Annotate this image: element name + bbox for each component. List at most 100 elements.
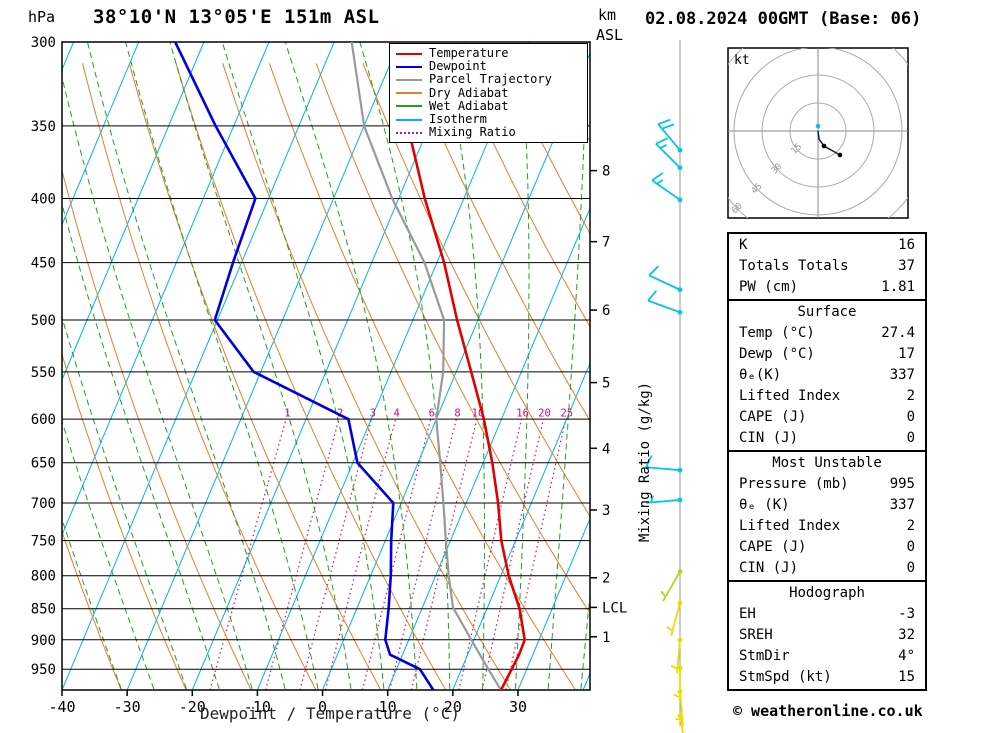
stats-value: 337 xyxy=(889,497,915,513)
pressure-tick-label: 850 xyxy=(31,602,56,618)
stats-value: 995 xyxy=(889,476,915,492)
altitude-tick-label: 7 xyxy=(602,235,610,251)
stats-value: 337 xyxy=(889,367,915,383)
stats-row: CAPE (J) 0 xyxy=(729,407,925,428)
legend-label: Mixing Ratio xyxy=(429,125,516,140)
pressure-tick-label: 400 xyxy=(31,192,56,208)
stats-label: Lifted Index xyxy=(739,518,841,534)
stats-row: K 16 xyxy=(729,235,925,256)
station-title: 38°10'N 13°05'E 151m ASL xyxy=(93,6,380,28)
stats-value: 4° xyxy=(898,648,915,664)
copyright-link[interactable]: © weatheronline.co.uk xyxy=(733,702,923,720)
stats-section: Most Unstable Pressure (mb) 995 θₑ (K) 337 Li… xyxy=(729,450,925,580)
pressure-tick-label: 500 xyxy=(31,313,56,329)
mixing-ratio-value-label: 1 xyxy=(284,408,290,420)
hodograph-point xyxy=(837,152,843,158)
altitude-tick-label: 8 xyxy=(602,164,610,180)
stats-label: StmSpd (kt) xyxy=(739,669,832,685)
lcl-label: LCL xyxy=(602,600,627,616)
mixing-ratio-value-label: 2 xyxy=(337,408,343,420)
isotherm-lines xyxy=(62,42,590,690)
pressure-tick-label: 950 xyxy=(31,662,56,678)
altitude-tick-label: 1 xyxy=(602,630,610,646)
stats-label: Temp (°C) xyxy=(739,325,815,341)
stats-row: Dewp (°C) 17 xyxy=(729,344,925,365)
stats-row: Pressure (mb) 995 xyxy=(729,474,925,495)
wind-barb xyxy=(647,290,683,315)
stats-label: Totals Totals xyxy=(739,258,849,274)
temperature-tick-label: 10 xyxy=(379,698,397,716)
wind-barb xyxy=(645,455,683,473)
wind-barb xyxy=(651,172,683,203)
stats-row: θₑ (K) 337 xyxy=(729,495,925,516)
stats-label: EH xyxy=(739,606,756,622)
pressure-axis-unit: hPa xyxy=(28,8,56,26)
stats-label: Lifted Index xyxy=(739,388,841,404)
stats-value: 1.81 xyxy=(881,279,915,295)
parcel-trajectory-line xyxy=(350,42,502,690)
altitude-tick-label: 6 xyxy=(602,303,610,319)
stats-label: StmDir xyxy=(739,648,790,664)
wind-barb xyxy=(660,569,683,602)
wind-barb-column xyxy=(645,40,684,733)
mixing-ratio-value-label: 4 xyxy=(394,408,400,420)
pressure-tick-label: 800 xyxy=(31,569,56,585)
altitude-tick-label: 4 xyxy=(602,441,610,457)
stats-row: Lifted Index 2 xyxy=(729,516,925,537)
temperature-line xyxy=(388,42,526,690)
altitude-axis-unit-asl: ASL xyxy=(596,26,624,44)
altitude-axis-unit-km: km xyxy=(598,6,617,24)
stats-row: Totals Totals 37 xyxy=(729,256,925,277)
stats-value: 0 xyxy=(906,430,915,446)
legend-label: Parcel Trajectory xyxy=(429,72,552,87)
stats-row: StmDir 4° xyxy=(729,646,925,667)
stats-label: CAPE (J) xyxy=(739,409,807,425)
legend-item: Mixing Ratio xyxy=(396,126,581,139)
datetime-label: 02.08.2024 00GMT (Base: 06) xyxy=(645,9,922,29)
wind-barb xyxy=(646,495,683,504)
stats-section: K 16 Totals Totals 37 PW (cm) 1.81 xyxy=(729,234,925,299)
hodograph-point xyxy=(821,143,827,149)
hodograph-ring xyxy=(789,102,847,160)
pressure-tick-label: 900 xyxy=(31,633,56,649)
legend-label: Temperature xyxy=(429,46,509,60)
pressure-tick-label: 300 xyxy=(31,35,56,51)
legend-swatch-line xyxy=(396,92,422,95)
mixing-ratio-value-label: 25 xyxy=(560,408,573,420)
mixing-ratio-value-label: 20 xyxy=(538,408,551,420)
stats-section: Surface Temp (°C) 27.4 Dewp (°C) 17 θₑ(K) 337 L… xyxy=(729,299,925,450)
mixing-ratio-value-label: 3 xyxy=(370,408,376,420)
mixing-ratio-axis-label: Mixing Ratio (g/kg) xyxy=(637,381,653,543)
legend-swatch-line xyxy=(396,105,422,108)
legend-swatch-line xyxy=(396,118,422,121)
temperature-tick-label: -10 xyxy=(244,698,271,716)
stats-row: SREH 32 xyxy=(729,625,925,646)
dewpoint-line xyxy=(174,42,435,690)
stats-value: 17 xyxy=(898,346,915,362)
legend-item: Wet Adiabat xyxy=(396,99,581,113)
mixing-ratio-value-label: 6 xyxy=(429,408,435,420)
stats-row: PW (cm) 1.81 xyxy=(729,277,925,298)
stats-row: CAPE (J) 0 xyxy=(729,537,925,558)
stats-section-title: Hodograph xyxy=(789,585,865,601)
stats-label: CAPE (J) xyxy=(739,539,807,555)
stats-value: 0 xyxy=(906,539,915,555)
legend-item: Dry Adiabat xyxy=(396,86,581,100)
stats-label: θₑ(K) xyxy=(739,367,782,383)
altitude-tick-label: 2 xyxy=(602,571,610,587)
pressure-tick-label: 600 xyxy=(31,412,56,428)
altitude-ticks: 8 7 6 5 4 3 2 1 LCL xyxy=(590,164,627,646)
mixing-ratio-labels: 1 2 3 4 6 8 10 16 20 25 xyxy=(284,408,573,420)
temperature-tick-label: 30 xyxy=(509,698,527,716)
stats-value: 0 xyxy=(906,409,915,425)
pressure-tick-label: 750 xyxy=(31,534,56,550)
pressure-tick-label: 650 xyxy=(31,456,56,472)
stats-row: CIN (J) 0 xyxy=(729,428,925,449)
stats-row: Temp (°C) 27.4 xyxy=(729,323,925,344)
stats-row: θₑ(K) 337 xyxy=(729,365,925,386)
sounding-profiles xyxy=(174,42,526,690)
temperature-tick-label: -40 xyxy=(48,698,75,716)
